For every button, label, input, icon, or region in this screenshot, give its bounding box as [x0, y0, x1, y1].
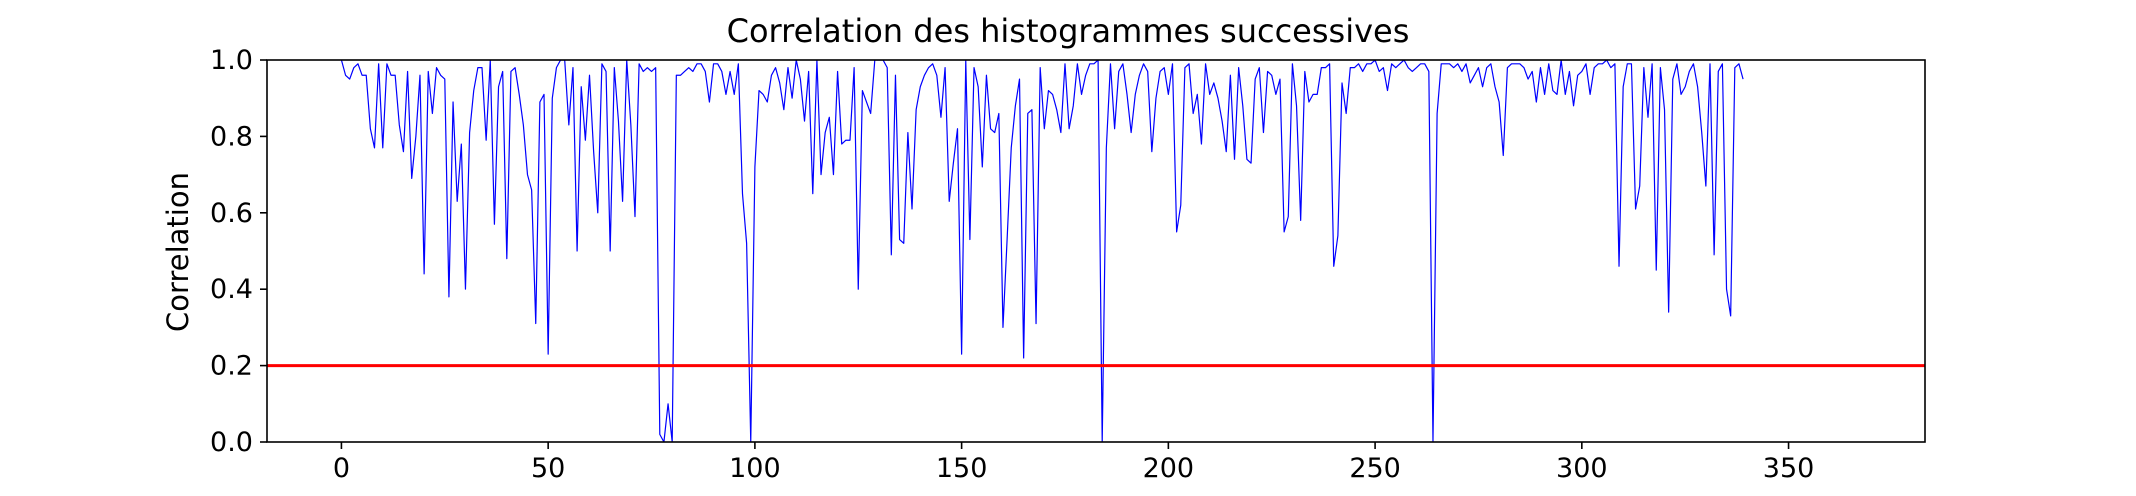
plot-data-layer [267, 60, 1925, 442]
x-tick-label: 250 [1349, 453, 1401, 484]
x-tick-label: 50 [531, 453, 565, 484]
y-tick-label: 0.2 [210, 351, 253, 382]
axes-layer: 0 50 100 150 200 250 300 350 0.0 0.2 0.4 0.6 0.8 1.0 [210, 45, 1926, 484]
y-tick-label: 1.0 [210, 45, 253, 76]
x-tick-label: 150 [936, 453, 988, 484]
series-line-0 [340, 60, 1744, 442]
chart-title: Correlation des histogrammes successives [727, 12, 1410, 50]
y-tick-label: 0.6 [210, 198, 253, 229]
y-tick-label: 0.0 [210, 427, 253, 458]
x-tick-label: 350 [1763, 453, 1815, 484]
x-tick-label: 300 [1556, 453, 1608, 484]
y-axis-label: Correlation [161, 172, 195, 332]
x-tick-label: 100 [729, 453, 781, 484]
y-tick-label: 0.4 [210, 274, 253, 305]
plot-frame [266, 59, 1926, 443]
x-tick-label: 200 [1143, 453, 1195, 484]
y-tick-label: 0.8 [210, 121, 253, 152]
x-tick-label: 0 [333, 453, 350, 484]
